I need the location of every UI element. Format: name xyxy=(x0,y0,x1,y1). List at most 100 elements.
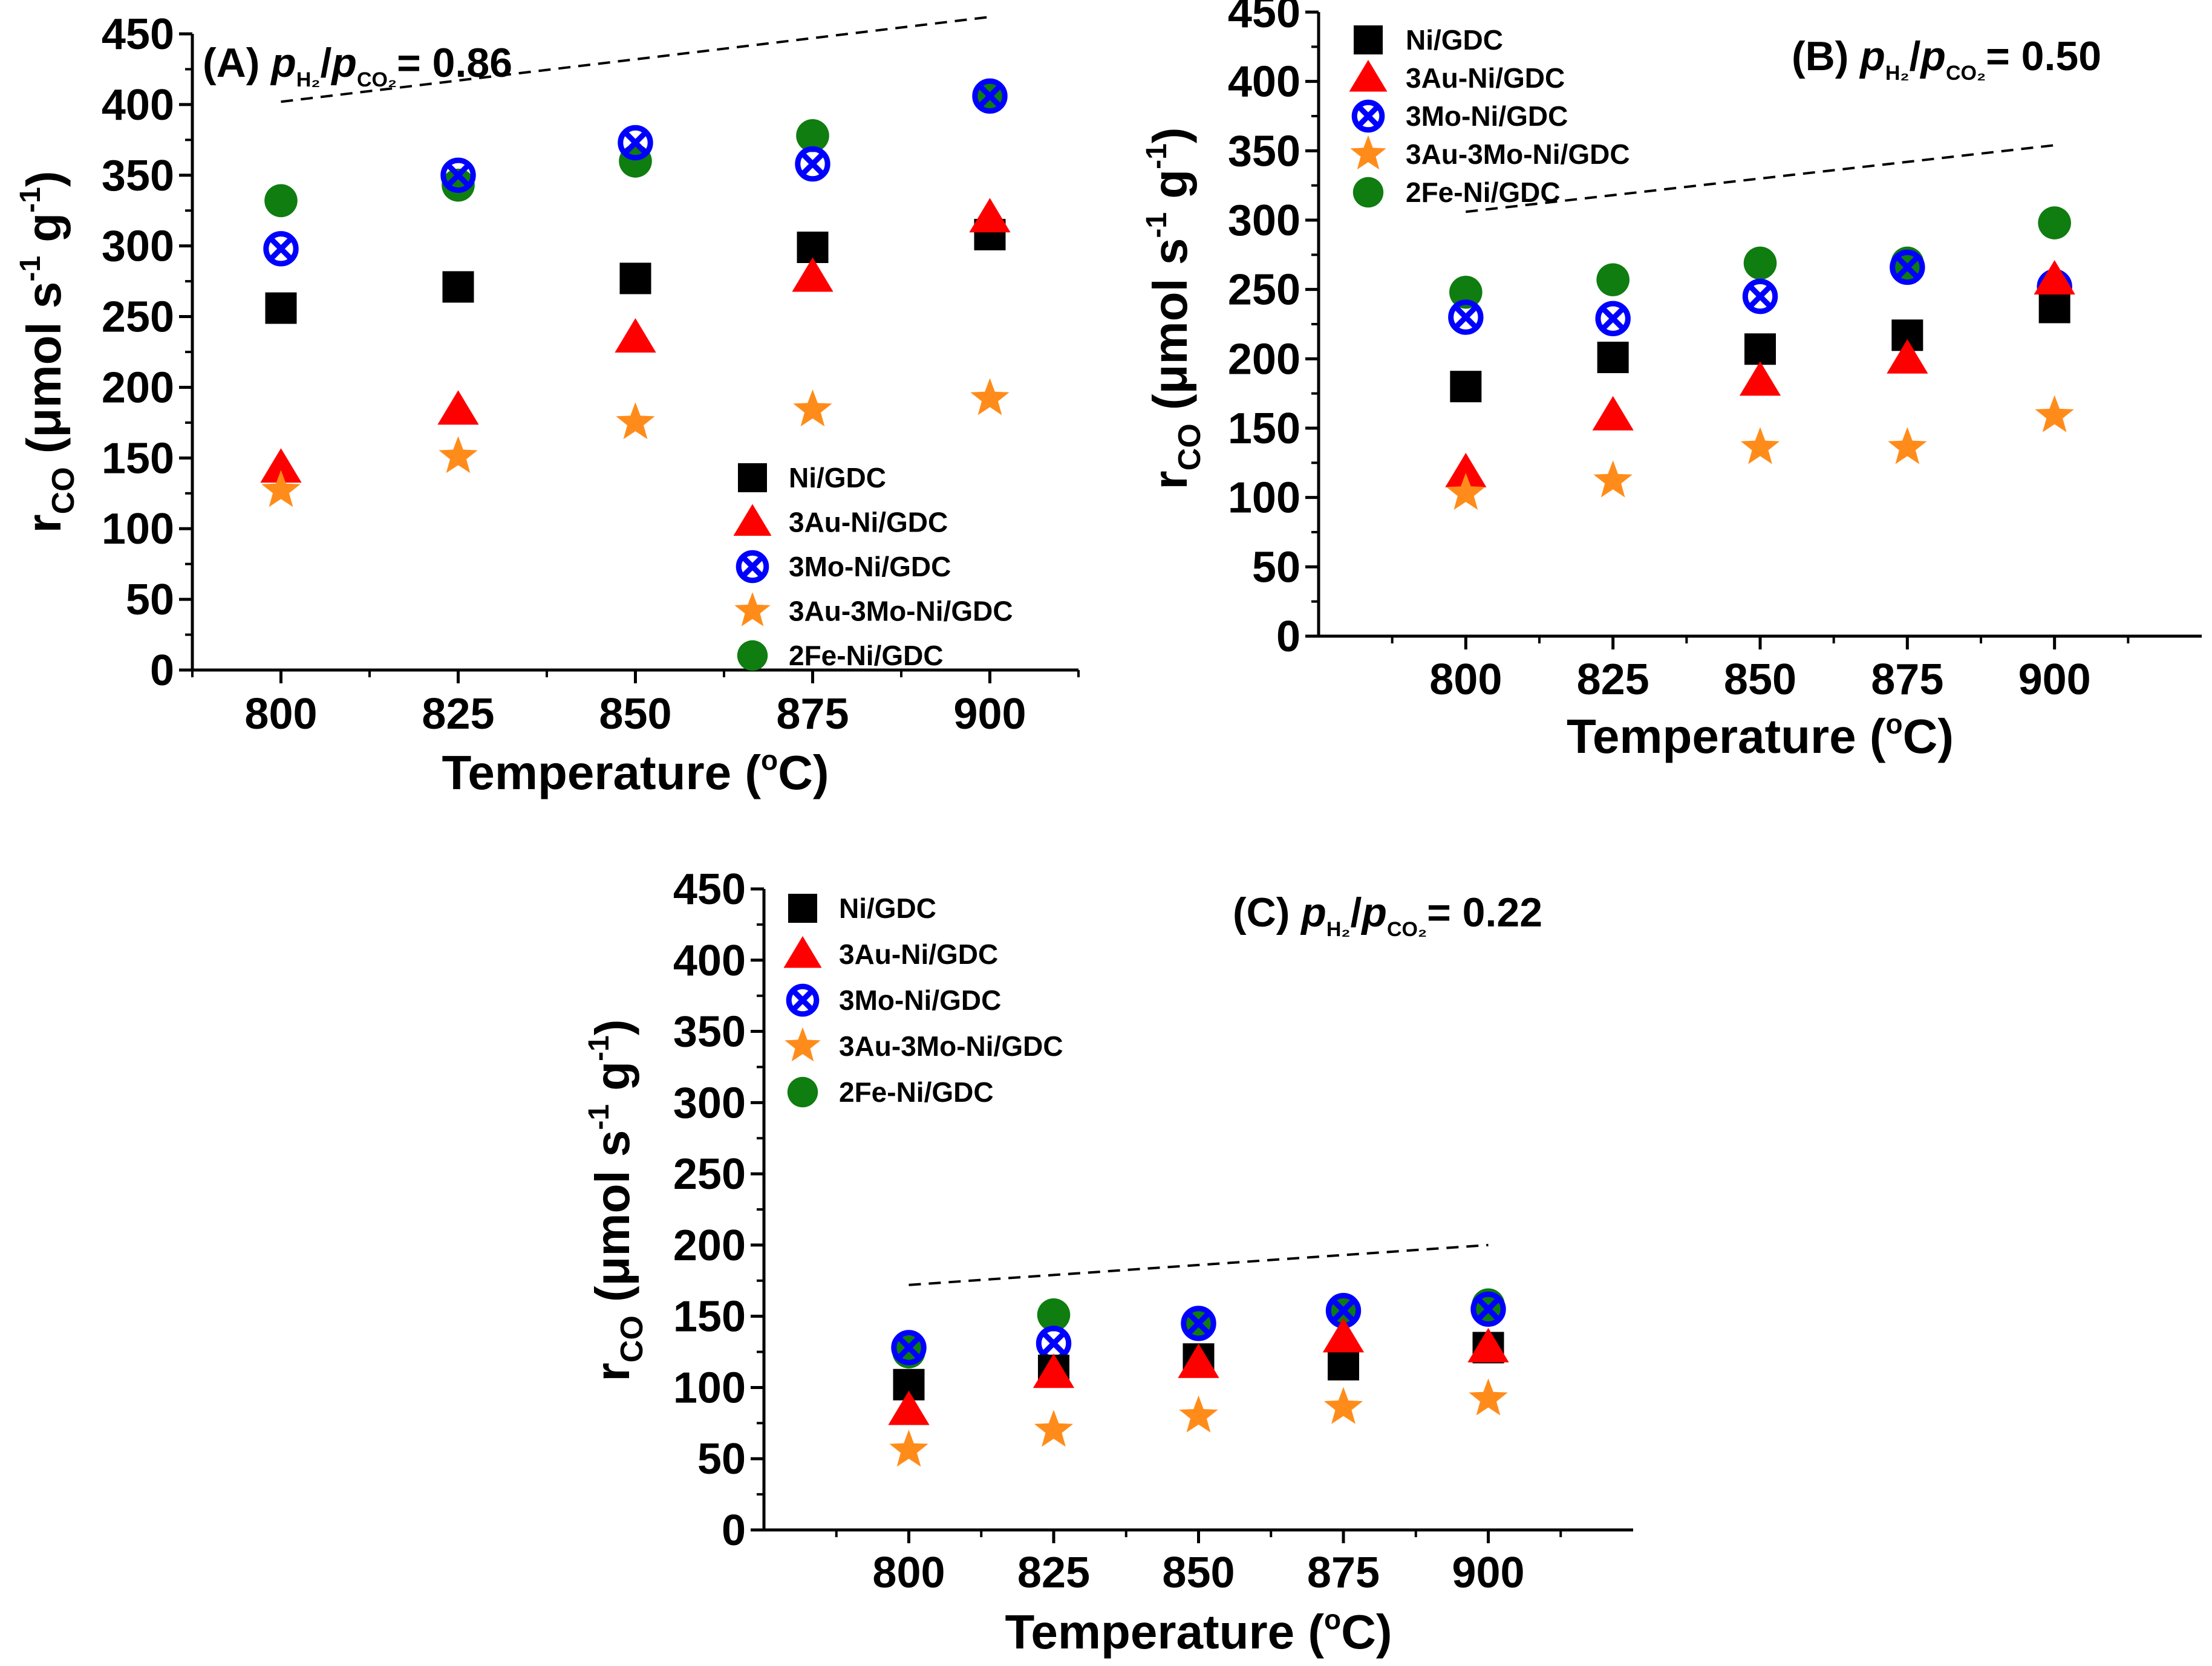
x-title-main: Temperature ( xyxy=(442,746,761,799)
panel-c-point-star xyxy=(1179,1395,1218,1433)
panel-c-point-circle-x-cross-b xyxy=(1041,1330,1066,1356)
panel-c-legend-marker-star xyxy=(785,1027,821,1062)
panel-b: 0 50 100 150 200 250 300 350 400 450 800 825 850 875 9… xyxy=(1141,0,2202,763)
panel-c-x-tick-label: 875 xyxy=(1307,1549,1380,1597)
panel-a-legend-marker-star xyxy=(734,592,771,626)
x-title-degree: o xyxy=(761,744,778,776)
panel-c-y-tick-label: 150 xyxy=(673,1293,746,1341)
panel-b-legend-marker-circle xyxy=(1352,177,1384,208)
panel-a-point-circle xyxy=(264,184,298,218)
panel-a-point-star xyxy=(616,402,655,440)
panel-b-y-tick-label: 250 xyxy=(1228,266,1300,314)
ratio-denominator-sub: CO₂ xyxy=(1387,918,1427,941)
panel-b-x-tick-label: 800 xyxy=(1429,656,1502,704)
panel-a-point-triangle xyxy=(260,448,302,483)
panel-b-point-circle-x-ring xyxy=(1742,278,1778,314)
y-title-end: ) xyxy=(17,171,71,187)
panel-a-point-circle xyxy=(442,168,475,202)
panel-a-point-circle-x xyxy=(972,78,1008,114)
panel-a-point-circle-x-cross-b xyxy=(977,83,1003,109)
panel-a-y-tick-label: 450 xyxy=(102,10,174,59)
panel-c-point-star xyxy=(889,1430,928,1467)
panel-b-point-star xyxy=(1446,473,1486,510)
panel-a-legend-label: Ni/GDC xyxy=(789,462,886,493)
panel-b-point-circle xyxy=(1449,275,1483,309)
ratio-numerator-sub: H₂ xyxy=(1326,918,1351,941)
y-title-units: (μmol s xyxy=(17,282,71,467)
panel-b-legend-marker-star xyxy=(1350,135,1386,170)
panel-c-legend-marker-triangle xyxy=(783,936,822,968)
panel-b-point-circle xyxy=(1743,246,1777,280)
panel-a-point-circle-x-ring xyxy=(972,78,1008,114)
panel-a-y-tick-label: 0 xyxy=(150,646,174,695)
panel-c: 0 50 100 150 200 250 300 350 400 450 800 825 850 875 9… xyxy=(583,865,1633,1659)
y-title-sub: CO xyxy=(46,467,81,514)
ratio-slash: / xyxy=(321,40,332,86)
panel-c-legend-marker-square xyxy=(788,894,817,923)
panel-c-point-star xyxy=(1469,1378,1508,1416)
panel-b-point-star xyxy=(2035,395,2074,432)
panel-b-point-star xyxy=(1740,427,1780,464)
panel-a-point-triangle xyxy=(969,198,1011,233)
ratio-numerator: p xyxy=(259,40,296,86)
y-title-r: r xyxy=(1143,470,1197,489)
panel-c-y-tick-label: 450 xyxy=(673,865,746,914)
panel-a-legend-label: 3Au-Ni/GDC xyxy=(789,507,948,538)
y-title-exp2: -1 xyxy=(1141,143,1173,169)
panel-a-point-circle-x-ring xyxy=(263,231,299,267)
ratio-denominator: p xyxy=(1919,33,1946,79)
panel-c-point-circle-x-cross-b xyxy=(1475,1296,1501,1322)
panel-a-legend-marker-circle xyxy=(737,640,768,671)
panel-c-point-square xyxy=(1328,1349,1359,1381)
y-title-sub: CO xyxy=(1172,423,1207,470)
panel-c-point-triangle xyxy=(1033,1353,1075,1388)
panel-b-point-square xyxy=(1450,371,1482,403)
panel-a-point-square xyxy=(265,292,297,324)
panel-a-x-tick-label: 850 xyxy=(599,690,671,738)
ratio-denominator: p xyxy=(1360,890,1387,935)
panel-c-legend-marker-circle-x xyxy=(786,983,820,1017)
panel-b-point-circle-x xyxy=(1890,249,1925,285)
panel-c-point-star xyxy=(1323,1387,1363,1424)
panel-b-point-circle-x-ring xyxy=(1448,299,1484,335)
panel-b-x-axis-title: Temperature (oC) xyxy=(1567,708,1954,763)
panel-c-legend-label: Ni/GDC xyxy=(839,893,936,924)
panel-a-y-tick-label: 350 xyxy=(102,152,174,200)
y-title-exp1: -1 xyxy=(1141,212,1173,238)
panel-c-point-circle-x-ring xyxy=(1470,1291,1506,1327)
panel-a-point-circle-x xyxy=(795,146,830,182)
panel-a-y-axis-title: rCO (μmol s-1 g-1) xyxy=(15,171,81,533)
panel-a-y-tick-label: 150 xyxy=(102,434,174,483)
y-title-g: g xyxy=(586,1061,639,1104)
panel-c-point-circle-x xyxy=(1181,1306,1216,1341)
panel-a-legend-marker-circle-x xyxy=(736,550,769,584)
panel-c-title: (C) pH₂/pCO₂= 0.22 xyxy=(1233,890,1542,941)
panel-b-x-tick-label: 850 xyxy=(1724,656,1796,704)
panel-c-legend-marker-circle-x-cross-b xyxy=(791,988,815,1012)
y-title-end: ) xyxy=(1143,127,1197,143)
panel-b-point-circle-x-ring xyxy=(1890,249,1925,285)
panel-a-point-circle-x-cross-b xyxy=(800,151,826,177)
ratio-numerator: p xyxy=(1848,33,1885,79)
x-title-unit: C) xyxy=(778,746,829,799)
panel-c-point-circle-x-cross-b xyxy=(1186,1310,1212,1336)
panel-a-point-circle-x-cross-b xyxy=(445,162,471,188)
panel-a-point-circle-x-ring xyxy=(440,157,476,193)
panel-b-x-tick-label: 900 xyxy=(2018,656,2091,704)
y-title-exp1: -1 xyxy=(15,256,47,282)
panel-b-legend-marker-circle-x-cross-b xyxy=(1356,104,1380,128)
panel-c-point-circle xyxy=(1037,1298,1071,1332)
panel-a-y-tick-label: 250 xyxy=(102,293,174,342)
panel-a-point-circle-x-cross-b xyxy=(622,130,648,155)
panel-a-point-star xyxy=(261,470,301,507)
panel-c-y-tick-label: 50 xyxy=(697,1435,746,1483)
y-title-sub: CO xyxy=(615,1315,650,1362)
panel-a-y-tick-label: 300 xyxy=(102,223,174,271)
panel-a-point-star xyxy=(970,378,1010,415)
ratio-numerator-sub: H₂ xyxy=(1885,62,1910,85)
panel-label: (B) xyxy=(1792,33,1848,79)
panel-b-point-triangle xyxy=(2034,260,2075,294)
y-title-r: r xyxy=(17,514,71,533)
panel-a-point-star xyxy=(439,436,478,473)
panel-c-legend-label: 3Mo-Ni/GDC xyxy=(839,984,1001,1016)
